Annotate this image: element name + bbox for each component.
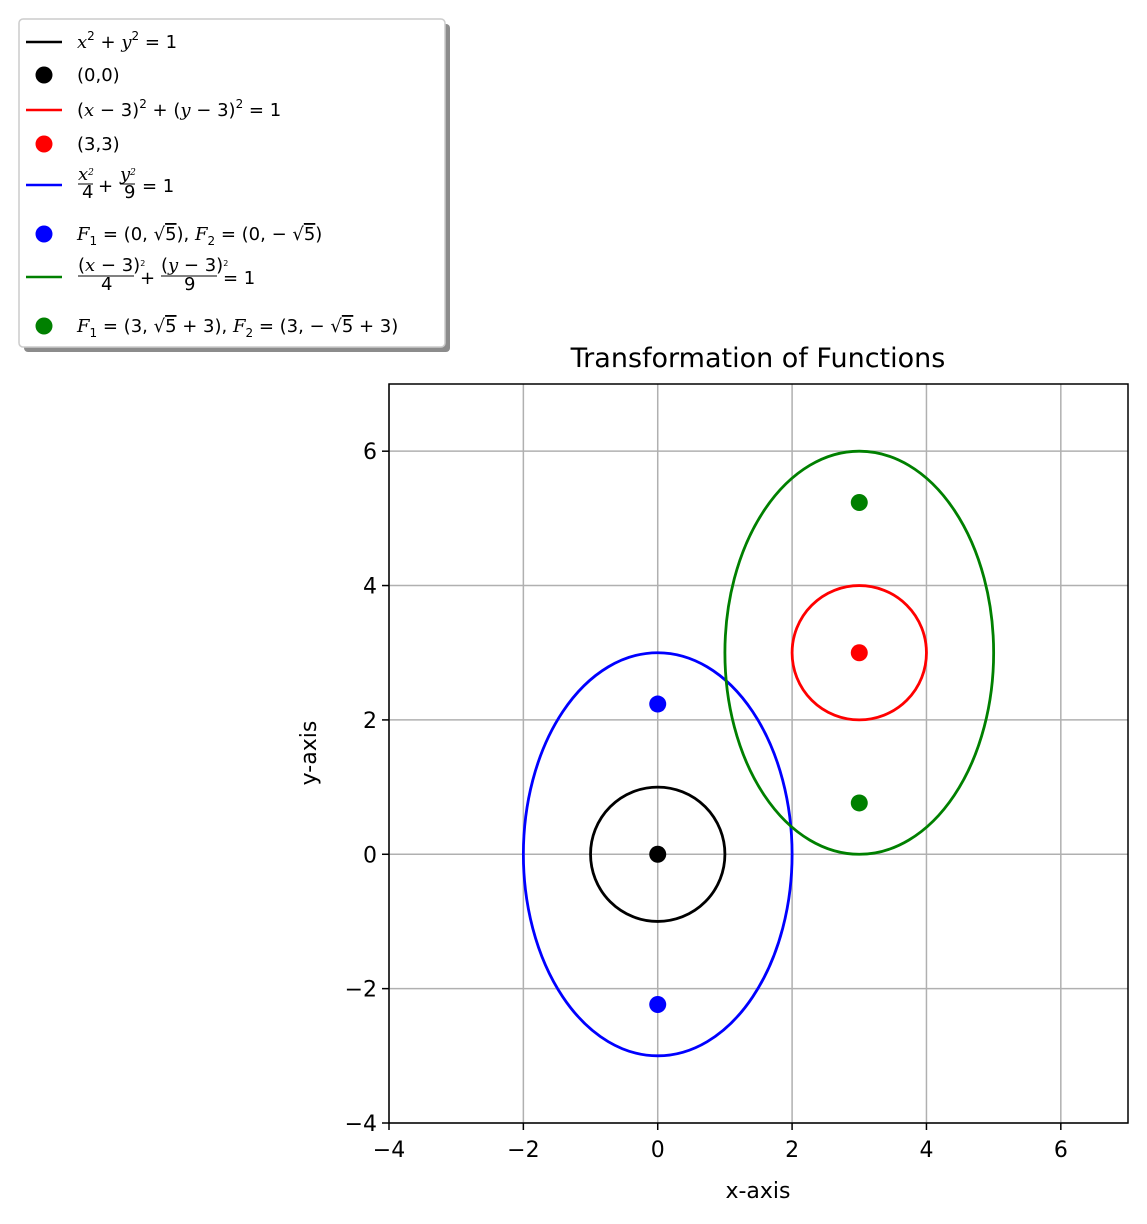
legend-label-origin: (0,0) bbox=[77, 65, 120, 86]
x-tick-label: 4 bbox=[919, 1138, 933, 1163]
svg-text:4: 4 bbox=[101, 274, 112, 295]
svg-text:(y − 3)2: (y − 3)2 bbox=[161, 255, 228, 276]
grid bbox=[388, 384, 1128, 1124]
legend-label-foci-green: F1 = (3, √5 + 3), F2 = (3, − √5 + 3) bbox=[76, 316, 398, 340]
series-point-7 bbox=[850, 494, 868, 512]
svg-text:4: 4 bbox=[82, 182, 93, 203]
svg-text:9: 9 bbox=[184, 274, 195, 295]
series-curve-4 bbox=[521, 651, 794, 1058]
y-tick-label: −2 bbox=[345, 978, 377, 1003]
legend-label-foci-blue: F1 = (0, √5), F2 = (0, − √5) bbox=[76, 224, 322, 248]
x-tick-label: −2 bbox=[507, 1138, 539, 1163]
series-layer bbox=[521, 449, 996, 1058]
y-tick-label: 0 bbox=[363, 843, 377, 868]
legend: x2 + y2 = 1 (0,0) (x − 3)2 + (y − 3)2 = … bbox=[18, 18, 450, 352]
series-curve-6 bbox=[723, 449, 996, 856]
x-tick-label: 6 bbox=[1054, 1138, 1068, 1163]
svg-text:(x − 3)2: (x − 3)2 bbox=[78, 255, 145, 276]
series-point-3 bbox=[850, 644, 868, 662]
x-tick-label: 2 bbox=[785, 1138, 799, 1163]
series-point-5 bbox=[649, 995, 667, 1013]
axes-frame bbox=[388, 383, 1129, 1124]
legend-label-shifted-ellipse: (x − 3)2 4 + (y − 3)2 9 = 1 bbox=[78, 255, 255, 295]
legend-label-center-3-3: (3,3) bbox=[77, 134, 120, 155]
x-axis-label: x-axis bbox=[725, 1179, 790, 1204]
svg-text:= 1: = 1 bbox=[223, 268, 255, 289]
y-tick-label: 2 bbox=[363, 709, 377, 734]
plot-area bbox=[389, 384, 1128, 1123]
series-curve-2 bbox=[790, 584, 928, 722]
series-point-5 bbox=[649, 695, 667, 713]
legend-label-unit-circle: x2 + y2 = 1 bbox=[77, 29, 177, 53]
y-tick-label: 4 bbox=[363, 575, 377, 600]
legend-marker-foci-green bbox=[35, 317, 53, 335]
svg-text:+: + bbox=[140, 268, 155, 289]
series-point-7 bbox=[850, 794, 868, 812]
x-tick-label: 0 bbox=[651, 1138, 665, 1163]
y-tick-label: −4 bbox=[345, 1112, 377, 1137]
series-curve-0 bbox=[589, 785, 727, 923]
legend-marker-center-3-3 bbox=[35, 135, 53, 153]
svg-text:9: 9 bbox=[124, 182, 135, 203]
legend-box bbox=[18, 18, 446, 348]
ticks: −4 −2 0 2 4 6 −4 −2 0 2 4 6 bbox=[345, 440, 1068, 1163]
chart-title: Transformation of Functions bbox=[570, 343, 946, 374]
y-axis-label: y-axis bbox=[297, 721, 322, 786]
svg-text:= 1: = 1 bbox=[142, 176, 174, 197]
series-point-1 bbox=[649, 845, 667, 863]
legend-label-shifted-circle: (x − 3)2 + (y − 3)2 = 1 bbox=[77, 97, 281, 121]
x-tick-label: −4 bbox=[373, 1138, 405, 1163]
svg-text:+: + bbox=[98, 176, 113, 197]
legend-marker-origin bbox=[35, 66, 53, 84]
y-tick-label: 6 bbox=[363, 440, 377, 465]
legend-marker-foci-blue bbox=[35, 225, 53, 243]
